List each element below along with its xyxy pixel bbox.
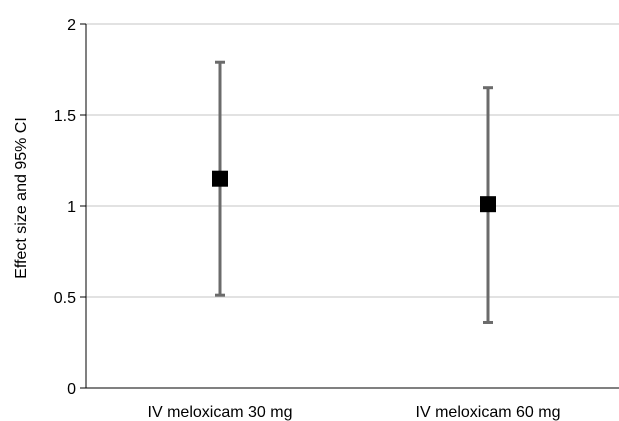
y-tick-label: 1: [67, 199, 76, 216]
y-tick-label: 0.5: [54, 290, 76, 307]
effect-size-marker: [480, 196, 496, 213]
y-axis-title: Effect size and 95% CI: [13, 117, 30, 279]
x-category-label: IV meloxicam 60 mg: [416, 404, 561, 421]
x-category-labels: IV meloxicam 30 mg IV meloxicam 60 mg: [148, 404, 561, 421]
gridlines: [86, 23, 619, 298]
data-series: [212, 60, 496, 324]
x-category-label: IV meloxicam 30 mg: [148, 404, 293, 421]
y-tick-label: 2: [67, 17, 76, 34]
y-tick-label: 0: [67, 381, 76, 398]
y-tick-labels: 0 0.5 1 1.5 2: [54, 17, 86, 398]
effect-size-marker: [212, 170, 228, 187]
y-tick-label: 1.5: [54, 108, 76, 125]
